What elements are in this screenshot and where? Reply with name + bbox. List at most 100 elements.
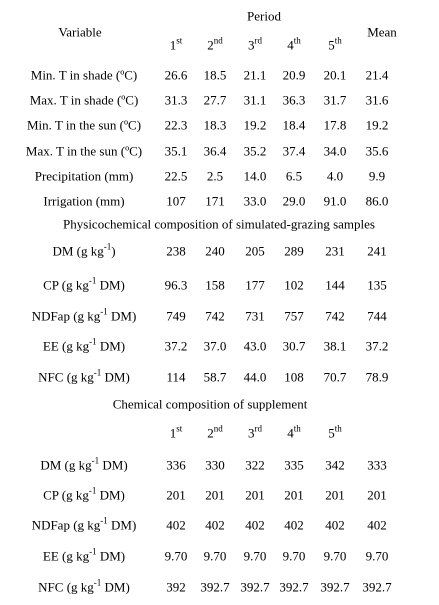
cell-value: 35.6 <box>365 143 389 159</box>
label-text: NFC (g kg <box>38 369 94 385</box>
cell-value: 70.7 <box>323 369 347 385</box>
cell-value: 742 <box>205 308 225 324</box>
cell-value: 201 <box>284 487 304 503</box>
cell-value: 9.70 <box>323 548 347 564</box>
label-text: NDFap (g kg <box>31 517 101 533</box>
cell-value: 402 <box>245 517 265 533</box>
cell-value: 402 <box>205 517 225 533</box>
cell-value: 9.70 <box>203 548 227 564</box>
cell-value: 201 <box>245 487 265 503</box>
cell-value: 18.4 <box>282 117 306 133</box>
cell-value: 19.2 <box>365 117 389 133</box>
period-suffix: th <box>334 35 342 46</box>
row-label: Precipitation (mm) <box>34 168 134 184</box>
label-text: NFC (g kg <box>38 579 94 595</box>
cell-value: 22.3 <box>164 117 188 133</box>
cell-value: 9.70 <box>365 548 389 564</box>
cell-value: 102 <box>284 277 304 293</box>
cell-value: 14.0 <box>243 168 267 184</box>
cell-value: 34.0 <box>323 143 347 159</box>
cell-value: 43.0 <box>243 338 267 354</box>
cell-value: 37.2 <box>164 338 188 354</box>
period-header: 5th <box>328 35 342 52</box>
label-superscript: -1 <box>91 455 100 466</box>
cell-value: 37.2 <box>365 338 389 354</box>
label-text: DM) <box>101 369 130 385</box>
period-header: 5th <box>328 424 342 440</box>
cell-value: 38.1 <box>323 338 347 354</box>
cell-value: 20.9 <box>282 67 306 83</box>
cell-value: 333 <box>367 457 387 473</box>
row-label: NDFap (g kg-1 DM) <box>31 516 137 533</box>
period-suffix: th <box>293 423 301 434</box>
label-superscript: -1 <box>88 485 97 496</box>
section-title: Chemical composition of supplement <box>112 396 308 412</box>
cell-value: 322 <box>245 457 265 473</box>
cell-value: 36.4 <box>203 143 227 159</box>
row-label: Max. T in the sun (ºC) <box>25 143 143 159</box>
cell-value: 108 <box>284 369 304 385</box>
label-superscript: -1 <box>89 546 97 557</box>
cell-value: 29.0 <box>282 193 306 209</box>
cell-value: 37.4 <box>282 143 306 159</box>
label-text: DM) <box>96 548 126 564</box>
row-label: CP (g kg-1 DM) <box>43 485 125 503</box>
cell-value: 2.5 <box>206 168 224 184</box>
section-title: Physicochemical composition of simulated… <box>63 216 375 232</box>
cell-value: 18.5 <box>203 67 227 83</box>
label-text: CP (g kg <box>43 487 89 503</box>
cell-value: 21.4 <box>365 67 389 83</box>
cell-value: 335 <box>284 457 304 473</box>
period-number: 3 <box>248 425 255 441</box>
cell-value: 201 <box>325 487 345 503</box>
cell-value: 114 <box>166 369 186 385</box>
cell-value: 78.9 <box>365 369 389 385</box>
period-header: 2nd <box>207 424 223 440</box>
cell-value: 58.7 <box>203 369 227 385</box>
cell-value: 231 <box>325 243 345 259</box>
cell-value: 742 <box>325 308 345 324</box>
period-suffix: st <box>176 423 183 434</box>
row-label: DM (g kg-1) <box>52 242 116 259</box>
row-label: EE (g kg-1 DM) <box>43 546 126 564</box>
cell-value: 731 <box>245 308 265 324</box>
cell-value: 158 <box>205 277 225 293</box>
cell-value: 31.3 <box>164 92 188 108</box>
mean-header: Mean <box>367 24 397 40</box>
cell-value: 201 <box>205 487 225 503</box>
label-text: DM) <box>96 338 126 354</box>
row-label: Irrigation (mm) <box>43 193 125 209</box>
period-suffix: th <box>293 35 301 46</box>
cell-value: 392 <box>166 579 186 595</box>
label-superscript: -1 <box>93 577 102 588</box>
cell-value: 91.0 <box>323 193 347 209</box>
cell-value: 37.0 <box>203 338 227 354</box>
cell-value: 330 <box>205 457 225 473</box>
cell-value: 96.3 <box>164 277 188 293</box>
cell-value: 144 <box>325 277 345 293</box>
cell-value: 177 <box>245 277 265 293</box>
row-label: NFC (g kg-1 DM) <box>38 368 130 385</box>
cell-value: 744 <box>367 308 387 324</box>
label-text: ) <box>111 243 116 259</box>
cell-value: 86.0 <box>365 193 389 209</box>
row-label: EE (g kg-1 DM) <box>43 337 126 354</box>
label-text: DM (g kg <box>40 457 92 473</box>
cell-value: 402 <box>284 517 304 533</box>
cell-value: 392.7 <box>240 579 270 595</box>
variable-header: Variable <box>58 24 102 40</box>
cell-value: 171 <box>205 193 225 209</box>
cell-value: 9.70 <box>164 548 188 564</box>
cell-value: 392.7 <box>279 579 309 595</box>
period-suffix: st <box>176 35 183 46</box>
cell-value: 22.5 <box>164 168 188 184</box>
cell-value: 31.7 <box>323 92 347 108</box>
cell-value: 9.9 <box>368 168 386 184</box>
cell-value: 36.3 <box>282 92 306 108</box>
period-number: 2 <box>207 37 214 53</box>
period-header: 3rd <box>248 36 262 52</box>
period-header: 2nd <box>207 36 223 53</box>
cell-value: 392.7 <box>320 579 350 595</box>
cell-value: 342 <box>325 457 345 473</box>
